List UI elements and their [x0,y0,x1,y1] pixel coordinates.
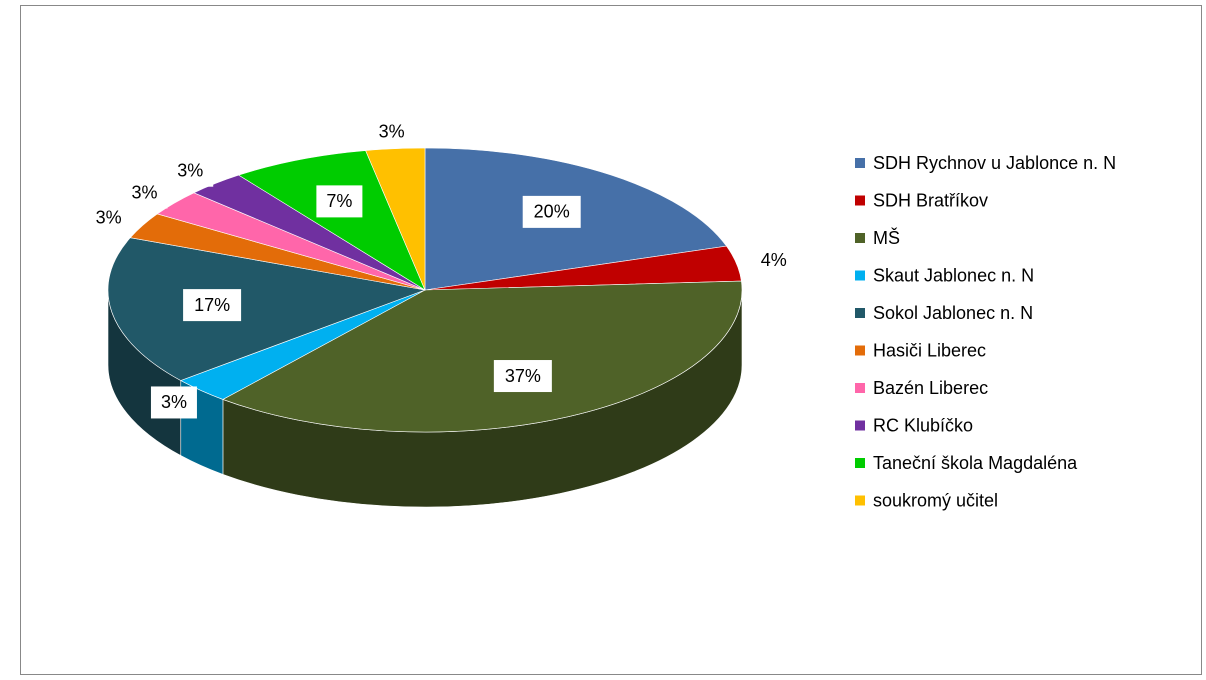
data-label-box: 3% [368,115,415,148]
slice [107,237,427,381]
slice [237,150,426,291]
data-label-box: 3% [150,386,197,419]
legend-swatch [855,195,865,206]
data-label: 3% [131,182,157,202]
legend-label: MŠ [873,227,900,248]
data-label-bg [493,360,552,393]
data-label: 4% [761,250,787,270]
data-label-box: 3% [167,154,214,187]
data-label: 3% [177,160,203,180]
data-label-box: 37% [493,360,552,393]
legend-swatch [855,345,865,356]
legend-swatch [855,308,865,318]
data-label: 20% [534,202,570,222]
data-label: 3% [161,392,187,412]
legend-label: Sokol Jablonec n. N [873,303,1033,323]
data-label: 37% [505,366,541,386]
data-label-box: 20% [522,195,581,228]
legend-swatch [855,158,865,168]
data-label-bg [167,154,214,187]
legend-label: SDH Bratříkov [873,190,988,210]
data-label-bg [183,289,242,322]
data-label-bg [150,386,197,419]
legend-swatch [855,233,865,243]
legend-label: Hasiči Liberec [873,340,986,360]
legend-swatch [855,458,865,468]
data-label-bg [522,195,581,228]
legend-label: Skaut Jablonec n. N [873,265,1034,285]
data-label-box: 7% [316,185,363,218]
data-label: 3% [96,208,122,228]
data-label-box: 4% [750,244,797,277]
data-label-bg [316,185,363,218]
legend-swatch [855,495,865,506]
data-label-bg [368,115,415,148]
legend-label: soukromý učitel [873,490,998,510]
data-label: 7% [326,191,352,211]
data-label: 3% [379,121,405,141]
legend-label: Taneční škola Magdaléna [873,453,1078,473]
legend-label: SDH Rychnov u Jablonce n. N [873,153,1116,173]
slice [222,280,743,433]
legend-label: RC Klubíčko [873,415,973,435]
data-label-box: 3% [121,176,168,209]
legend-swatch [855,270,865,281]
slice [365,147,426,291]
legend-swatch [855,383,865,393]
data-label-box: 17% [183,289,242,322]
data-label-bg [750,244,797,277]
legend-label: Bazén Liberec [873,378,988,398]
data-label-bg [121,176,168,209]
data-label: 17% [194,295,230,315]
legend-swatch [855,420,865,431]
